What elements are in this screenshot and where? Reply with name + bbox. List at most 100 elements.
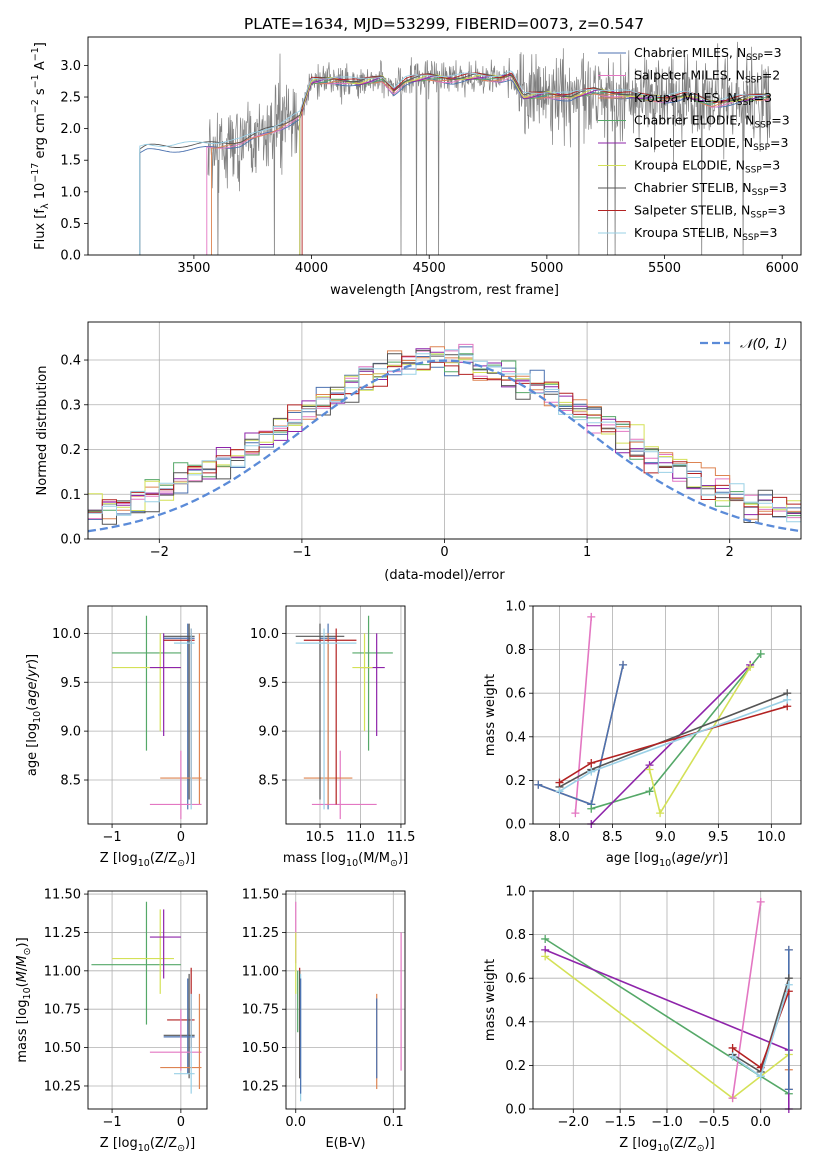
y-tick-label: 0.6 (505, 972, 526, 987)
legend-label: Kroupa MILES, NSSP=3 (634, 90, 772, 108)
x-axis-label: Z [log10(Z/Z⊙)] (100, 1136, 195, 1154)
legend-label-sub: SSP (737, 98, 754, 108)
spectrum-frame (87, 36, 802, 256)
legend-label-sub: SSP (742, 233, 759, 243)
legend-label-main: Salpeter STELIB, N (634, 203, 750, 218)
weight-marker (756, 1072, 765, 1081)
y-tick-label: 0.0 (60, 249, 81, 264)
legend-label-tail: =3 (759, 225, 777, 240)
y-tick-label: 9.0 (258, 725, 279, 740)
y-tick-label: 0.2 (60, 443, 81, 458)
x-axis-label-part: ⊙ (697, 1143, 705, 1154)
weight-marker (555, 778, 564, 787)
y-axis-label-part: / (25, 676, 40, 681)
x-axis-label: mass [log10(M/M⊙)] (283, 851, 408, 869)
y-tick-label: 0.4 (505, 1015, 526, 1030)
age_vs_mass-frame (285, 605, 406, 825)
weight-marker (587, 612, 596, 621)
y-tick-label: 0.5 (60, 217, 81, 232)
mass_vs_ebv-plot (295, 901, 402, 1102)
x-tick-label: 0 (177, 1115, 185, 1130)
x-tick-label: 1 (583, 545, 591, 560)
legend-label-main: Chabrier MILES, N (634, 45, 746, 60)
age_vs_mass-axes: 10.5 11.0 11.5 8.5 9.0 9.5 10.0 mass [log10(M/M… (250, 606, 415, 869)
x-axis-label-part: ⊙ (390, 858, 398, 869)
figure-title: PLATE=1634, MJD=53299, FIBERID=0073, z=0… (244, 15, 644, 33)
legend-label-main: Salpeter ELODIE, N (634, 135, 753, 150)
legend-label: 𝒩(0, 1) (740, 337, 787, 352)
y-tick-label: 0.4 (505, 730, 526, 745)
weight-line-salpeter-elodie (590, 664, 751, 825)
y-axis-label-part: yr (25, 662, 40, 678)
x-axis-label-part: 10 (659, 858, 671, 869)
weight_vs_age-frame (532, 605, 802, 825)
model-line-kroupa-stelib (139, 70, 771, 255)
y-tick-label: 1.0 (60, 185, 81, 200)
x-tick-label: −1.0 (651, 1115, 683, 1130)
weight-line-salpeter-miles (731, 901, 762, 1099)
y-axis-label-part: age (25, 681, 40, 705)
weight-marker (555, 787, 564, 796)
weight-marker (619, 660, 628, 669)
x-tick-label: 4000 (295, 261, 328, 276)
x-tick-label: −1 (102, 830, 121, 845)
y-axis-label-part: −1 (30, 74, 41, 88)
y-axis-label-part: )] (25, 654, 40, 664)
x-axis-label-part: ⊙ (177, 1143, 185, 1154)
legend-label-sub: SSP (753, 143, 770, 153)
x-axis-label-part: 10 (138, 858, 150, 869)
y-tick-label: 11.50 (44, 888, 81, 903)
weight-line-kroupa-miles (538, 664, 624, 806)
weight_vs_age-axes: 8.0 8.5 9.0 9.5 10.0 0.0 0.2 0.4 0.6 0.8 1.0 age [l… (483, 600, 801, 869)
residuals-plot (88, 343, 801, 533)
y-tick-label: 0.8 (505, 643, 526, 658)
y-axis-label-part: erg cm (33, 113, 48, 162)
legend-label-sub: SSP (745, 166, 762, 176)
x-axis-label-part: )] (185, 851, 195, 866)
y-tick-label: 10.50 (44, 1041, 81, 1056)
y-axis-label: Flux [fλ 10−17 erg cm−2 s−1 A−1] (30, 42, 51, 250)
weight-line-chabrier-elodie (591, 653, 762, 810)
spectrum-axes: 3500 4000 4500 5000 5500 6000 0.0 0.5 1.0 1.5 2.0 2… (30, 41, 799, 298)
x-tick-label: 11.0 (346, 830, 375, 845)
y-tick-label: 10.0 (52, 627, 81, 642)
mass_vs_ebv-axes: 0.0 0.1 10.25 10.50 10.75 11.00 11.25 11.50 E(B-… (242, 888, 405, 1151)
legend-label-sub: SSP (754, 121, 771, 131)
weight-marker (571, 809, 580, 818)
age_vs_Z-plot (112, 615, 202, 820)
y-tick-label: 10.25 (44, 1079, 81, 1094)
legend-label-main: Salpeter MILES, N (634, 68, 745, 83)
x-axis-label-part: )] (398, 851, 408, 866)
legend-label: Chabrier ELODIE, NSSP=3 (634, 113, 790, 131)
y-axis-label: Normed distribution (35, 366, 50, 496)
x-tick-label: 4500 (413, 261, 446, 276)
x-tick-label: 9.5 (708, 830, 729, 845)
x-axis-label-part: age [log (606, 851, 659, 866)
x-axis-label-part: mass [log (283, 851, 346, 866)
y-axis-label-part: M (15, 971, 30, 982)
x-tick-label: −1 (292, 545, 311, 560)
legend-label-tail: =3 (762, 158, 780, 173)
weight-marker (784, 980, 793, 989)
weight-marker (728, 1043, 737, 1052)
weight-marker (587, 758, 596, 767)
y-axis-label-part: Flux [f (33, 209, 48, 250)
x-axis-label-part: (Z/Z (150, 1136, 177, 1151)
y-axis-label-part: ( (15, 982, 30, 987)
x-tick-label: 0 (440, 545, 448, 560)
y-axis-label-part: ( (25, 706, 40, 711)
y-axis-label-part: A (33, 61, 48, 74)
y-tick-label: 8.5 (258, 774, 279, 789)
y-axis-label-part: M (15, 955, 30, 966)
x-tick-label: 5500 (648, 261, 681, 276)
weight-marker (656, 809, 665, 818)
legend-label: Chabrier MILES, NSSP=3 (634, 45, 782, 63)
x-axis-label-part: yr (704, 851, 720, 866)
weight_vs_Z-frame (532, 890, 802, 1110)
legend-label-main: Chabrier STELIB, N (634, 180, 752, 195)
x-tick-label: 8.5 (602, 830, 623, 845)
y-tick-label: 0.0 (60, 533, 81, 548)
